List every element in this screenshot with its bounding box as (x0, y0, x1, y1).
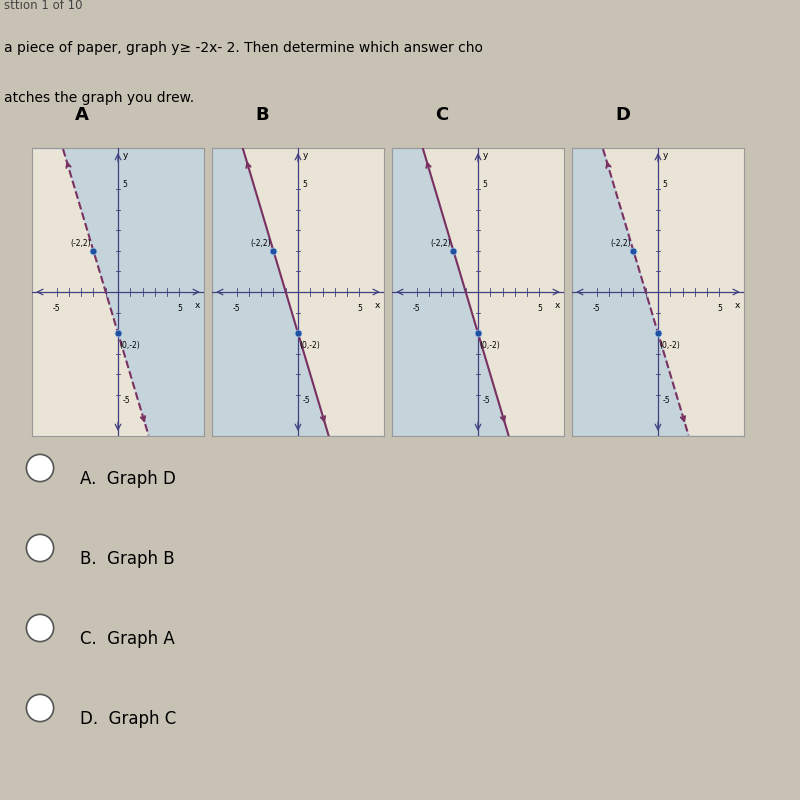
Text: 5: 5 (302, 180, 307, 189)
Text: y: y (483, 151, 488, 160)
Text: (0,-2): (0,-2) (300, 341, 321, 350)
Text: atches the graph you drew.: atches the graph you drew. (4, 91, 194, 105)
Text: B: B (255, 106, 269, 124)
Text: 5: 5 (357, 303, 362, 313)
Text: (-2,2): (-2,2) (70, 238, 91, 248)
Text: x: x (375, 302, 381, 310)
Text: (-2,2): (-2,2) (430, 238, 451, 248)
Text: -5: -5 (662, 396, 670, 405)
Text: (0,-2): (0,-2) (120, 341, 141, 350)
Text: (-2,2): (-2,2) (250, 238, 271, 248)
Text: (0,-2): (0,-2) (660, 341, 681, 350)
Text: -5: -5 (482, 396, 490, 405)
Text: x: x (555, 302, 561, 310)
Text: (0,-2): (0,-2) (480, 341, 501, 350)
Text: 5: 5 (717, 303, 722, 313)
Text: y: y (123, 151, 128, 160)
Text: (-2,2): (-2,2) (610, 238, 631, 248)
Text: 5: 5 (662, 180, 667, 189)
Text: x: x (735, 302, 741, 310)
Text: a piece of paper, graph y≥ -2x- 2. Then determine which answer cho: a piece of paper, graph y≥ -2x- 2. Then … (4, 41, 483, 55)
Text: -5: -5 (302, 396, 310, 405)
Text: D: D (615, 106, 630, 124)
Text: C.  Graph A: C. Graph A (80, 630, 174, 648)
Text: A.  Graph D: A. Graph D (80, 470, 176, 488)
Text: y: y (663, 151, 668, 160)
Text: D.  Graph C: D. Graph C (80, 710, 176, 728)
Text: 5: 5 (537, 303, 542, 313)
Text: x: x (195, 302, 201, 310)
Text: 5: 5 (482, 180, 487, 189)
Text: 5: 5 (177, 303, 182, 313)
Text: 5: 5 (122, 180, 127, 189)
Text: sttion 1 of 10: sttion 1 of 10 (4, 0, 82, 12)
Text: -5: -5 (593, 303, 600, 313)
Text: A: A (75, 106, 89, 124)
Text: -5: -5 (122, 396, 130, 405)
Text: -5: -5 (413, 303, 420, 313)
Text: B.  Graph B: B. Graph B (80, 550, 174, 568)
Text: y: y (303, 151, 308, 160)
Text: -5: -5 (233, 303, 240, 313)
Text: C: C (435, 106, 448, 124)
Text: -5: -5 (53, 303, 60, 313)
